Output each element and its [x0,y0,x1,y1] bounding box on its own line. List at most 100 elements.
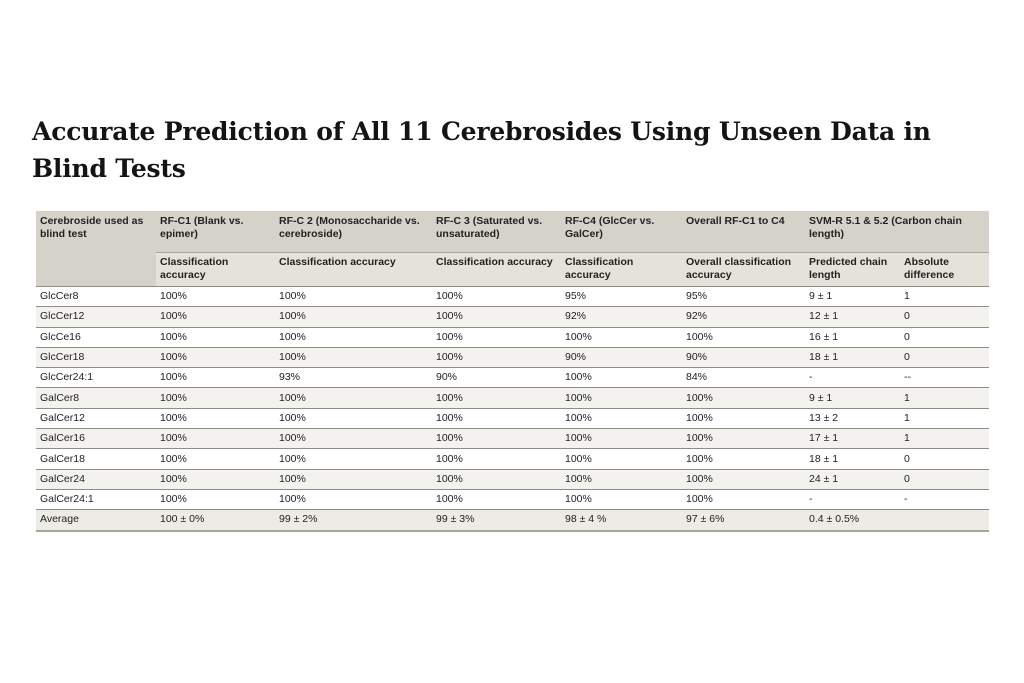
table-cell: 100% [432,468,561,490]
table-cell: 100% [156,448,275,470]
table-cell: 17 ± 1 [805,428,900,449]
table-cell: 18 ± 1 [805,346,900,368]
table-cell: 100% [275,468,432,490]
results-table: Cerebroside used as blind test RF-C1 (Bl… [36,211,989,532]
row-label-cell: GlcCer12 [36,306,156,328]
table-cell: 100 ± 0% [156,509,275,532]
table-cell: 100% [432,488,561,510]
table-cell: 100% [432,428,561,449]
row-label-cell: GlcCer24:1 [36,367,156,388]
row-label-cell: GlcCer18 [36,346,156,368]
table-cell: 100% [156,407,275,429]
table-cell: 100% [561,488,682,510]
table-cell: 99 ± 2% [275,509,432,532]
table-body: GlcCer8 100% 100% 100% 95% 95% 9 ± 1 1 GlcCer12 1… [36,285,989,532]
table-cell: 99 ± 3% [432,509,561,532]
subheader-cell: Predicted chain length [805,252,900,287]
table-cell: 100% [682,468,805,490]
table-cell: 93% [275,367,432,388]
row-label-cell: GalCer24 [36,468,156,490]
header-row-secondary: Classification accuracy Classification a… [36,252,989,287]
table-cell: 98 ± 4 % [561,509,682,532]
row-label-cell: GalCer16 [36,428,156,449]
header-cell-rf-c2: RF-C 2 (Monosaccharide vs. cerebroside) [275,211,432,253]
average-row: Average 100 ± 0% 99 ± 2% 99 ± 3% 98 ± 4 % 97 … [36,509,989,532]
header-cell-rf-c3: RF-C 3 (Saturated vs. unsaturated) [432,211,561,253]
table-cell: 24 ± 1 [805,468,900,490]
row-label-cell: GalCer8 [36,387,156,409]
table-cell: 95% [682,285,805,307]
table-cell: 1 [900,387,989,409]
row-label-cell: GalCer12 [36,407,156,429]
table-cell: - [805,488,900,510]
row-label-cell: GlcCe16 [36,326,156,348]
table-cell: 97 ± 6% [682,509,805,532]
table-cell: 0 [900,468,989,490]
table-cell: 90% [561,346,682,368]
table-cell: 100% [561,428,682,449]
table-cell: 100% [275,428,432,449]
table-cell: 13 ± 2 [805,407,900,429]
table-cell: - [805,367,900,388]
table-cell: 100% [561,407,682,429]
subheader-cell: Classification accuracy [275,252,432,287]
table-cell: 100% [682,326,805,348]
table-cell: 84% [682,367,805,388]
table-cell: 18 ± 1 [805,448,900,470]
table-cell: 100% [275,306,432,328]
table-cell: 100% [156,468,275,490]
table-cell: 0 [900,306,989,328]
table-cell: 100% [432,448,561,470]
table-cell: 0.4 ± 0.5% [805,509,900,532]
table-cell: 100% [561,326,682,348]
table-cell: 100% [156,488,275,510]
header-cell-svm-r: SVM-R 5.1 & 5.2 (Carbon chain length) [805,211,989,253]
table-cell: 100% [156,387,275,409]
subheader-cell: Classification accuracy [156,252,275,287]
table-cell: 100% [561,448,682,470]
page-title: Accurate Prediction of All 11 Cerebrosid… [32,117,931,183]
subheader-cell: Overall classification accuracy [682,252,805,287]
table-cell: 1 [900,285,989,307]
table-cell: 100% [275,387,432,409]
table-cell: 90% [682,346,805,368]
table-cell: 0 [900,326,989,348]
table-cell: 100% [682,428,805,449]
table-cell: 100% [275,346,432,368]
table-cell: 9 ± 1 [805,285,900,307]
table-cell: 100% [682,407,805,429]
subheader-cell: Classification accuracy [432,252,561,287]
table-cell: 100% [561,387,682,409]
table-cell: 100% [275,488,432,510]
table-cell: 100% [432,285,561,307]
table-cell: 100% [156,367,275,388]
table-row: GlcCer24:1 100% 93% 90% 100% 84% - -- [36,367,989,388]
table-cell: 100% [275,448,432,470]
subheader-cell: Absolute difference [900,252,989,287]
header-cell-rf-c1: RF-C1 (Blank vs. epimer) [156,211,275,253]
header-row-primary: Cerebroside used as blind test RF-C1 (Bl… [36,211,989,287]
table-cell: 100% [432,346,561,368]
table-cell: 92% [682,306,805,328]
table-cell: 100% [275,326,432,348]
row-label-cell: GlcCer8 [36,285,156,307]
row-label-cell: Average [36,509,156,532]
row-label-cell: GalCer24:1 [36,488,156,510]
table-cell: 92% [561,306,682,328]
table-cell: 100% [682,448,805,470]
table-cell: 95% [561,285,682,307]
table-cell: 100% [156,306,275,328]
table-cell [900,509,989,532]
table-cell: 100% [561,367,682,388]
table-cell: - [900,488,989,510]
table-cell: 100% [275,285,432,307]
table-cell: 9 ± 1 [805,387,900,409]
table-cell: 100% [432,306,561,328]
